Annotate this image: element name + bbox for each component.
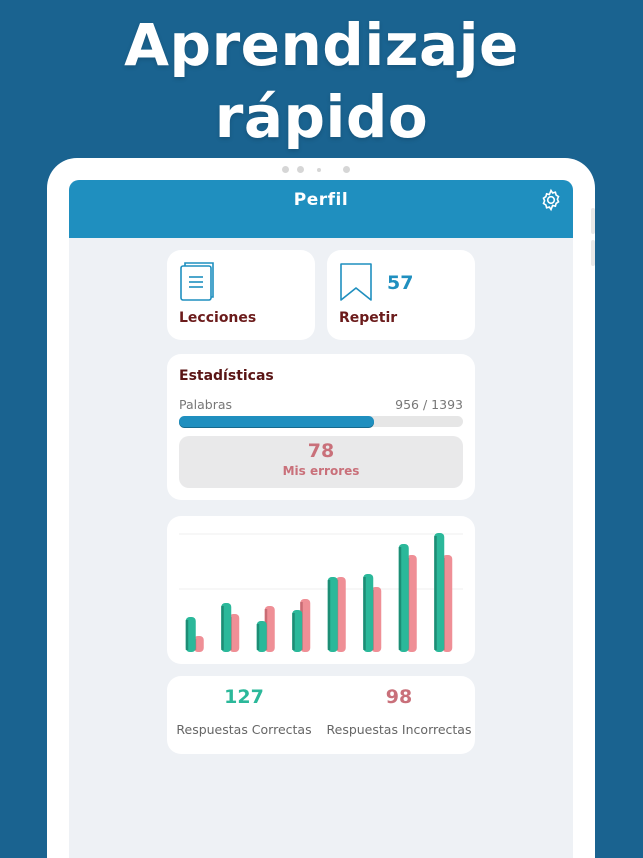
- answers-card: 127 Respuestas Correctas 98 Respuestas I…: [167, 676, 475, 754]
- camera-dot: [317, 168, 321, 172]
- incorrect-answers-count: 98: [385, 686, 413, 708]
- repeat-tile[interactable]: 57 Repetir: [327, 250, 475, 340]
- statistics-card: Estadísticas Palabras 956 / 1393 78 Mis …: [167, 354, 475, 500]
- my-errors-button[interactable]: 78 Mis errores: [179, 436, 463, 488]
- chart-bar-edge: [292, 613, 295, 650]
- errors-label: Mis errores: [282, 464, 360, 478]
- words-progress-bar: [179, 416, 463, 427]
- camera-dot: [282, 166, 289, 173]
- chart-bar-edge: [327, 580, 331, 650]
- statistics-title: Estadísticas: [179, 368, 274, 384]
- errors-count: 78: [307, 440, 335, 462]
- incorrect-answers-label: Respuestas Incorrectas: [326, 722, 472, 737]
- page-title: Perfil: [293, 190, 349, 210]
- words-count: 956 / 1393: [395, 397, 463, 412]
- chart-bar-edge: [256, 624, 260, 650]
- chart-bar-edge: [185, 620, 189, 650]
- headline-line-1: Aprendizaje: [124, 11, 519, 79]
- book-icon: [180, 262, 214, 301]
- chart-card: [167, 516, 475, 664]
- words-progress-fill: [179, 416, 374, 427]
- app-screen: Perfil Lecciones 57 Repetir: [69, 180, 573, 858]
- words-label: Palabras: [179, 397, 233, 412]
- volume-button: [591, 240, 595, 266]
- chart-bar-edge: [434, 536, 437, 650]
- bar-chart: [179, 533, 463, 652]
- chart-bar-edge: [221, 606, 224, 650]
- bookmark-icon: [340, 263, 372, 301]
- camera-dot: [297, 166, 304, 173]
- chart-bar-edge: [363, 577, 366, 650]
- repeat-count: 57: [387, 272, 414, 294]
- headline-line-2: rápido: [214, 83, 429, 151]
- chart-bar-edge: [398, 547, 402, 650]
- correct-answers-count: 127: [224, 686, 264, 708]
- lessons-tile[interactable]: Lecciones: [167, 250, 315, 340]
- gear-icon[interactable]: [539, 188, 563, 212]
- app-bar: Perfil: [69, 180, 573, 238]
- repeat-label: Repetir: [339, 310, 398, 326]
- volume-button: [591, 208, 595, 234]
- lessons-label: Lecciones: [179, 310, 257, 326]
- correct-answers-label: Respuestas Correctas: [176, 722, 312, 737]
- camera-dot: [343, 166, 350, 173]
